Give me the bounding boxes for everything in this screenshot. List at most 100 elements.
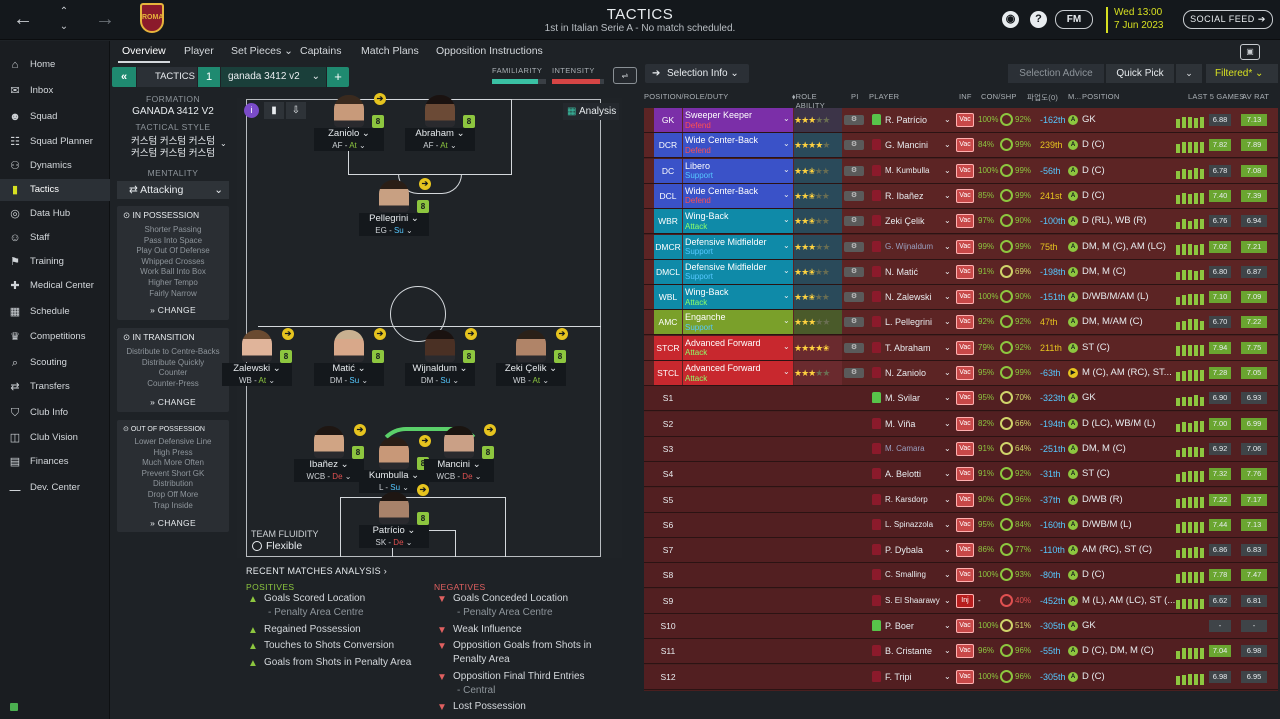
table-row[interactable]: S7 P. Dybala ⌄ Vac 86% 77% -110th A AM (RC), ST … [644, 538, 1278, 564]
player-role[interactable]: AF - At ⌄ [405, 140, 475, 151]
chevron-down-icon[interactable]: ⌄ [944, 519, 951, 529]
table-row[interactable]: S2 M. Viña ⌄ Vac 82% 66% -194th A D (LC), WB/M (… [644, 411, 1278, 437]
table-row[interactable]: STCR Advanced Forward Attack ⌄ ★★★★✬ ⚙ T. Abra… [644, 335, 1278, 361]
player-instructions-icon[interactable]: ⚙ [844, 368, 864, 378]
player-name[interactable]: C. Smalling [885, 570, 926, 580]
analysis-item[interactable]: Goals from Shots in Penalty Area [264, 656, 412, 668]
role-cell[interactable]: Defensive Midfielder Support ⌄ [683, 234, 793, 259]
collapse-panel-button[interactable]: « [112, 67, 136, 87]
selection-info-dropdown[interactable]: ➔ Selection Info ⌄ [645, 64, 749, 83]
table-row[interactable]: S5 R. Karsdorp ⌄ Vac 90% 96% -37th A D/WB (R) 7.2… [644, 487, 1278, 513]
table-row[interactable]: WBR Wing-Back Attack ⌄ ★★✬★★ ⚙ Zeki Çelik ⌄ Vac 9… [644, 209, 1278, 235]
player-instructions-icon[interactable]: ⚙ [844, 115, 864, 125]
tactics-label[interactable]: TACTICS [137, 67, 197, 87]
player-name[interactable]: L. Pellegrini [885, 317, 933, 328]
player-name[interactable]: S. El Shaarawy [885, 595, 940, 605]
sidebar-item-finances[interactable]: ▤ Finances [0, 451, 110, 473]
sidebar-item-transfers[interactable]: ⇄ Transfers [0, 376, 110, 398]
chevron-down-icon[interactable]: ⌄ [944, 621, 951, 630]
col-rank[interactable]: 파업도(0) [1027, 93, 1059, 102]
chevron-down-icon[interactable]: ⌄ [783, 291, 790, 301]
chevron-down-icon[interactable]: ⌄ [944, 570, 951, 580]
in-possession-change-button[interactable]: » CHANGE [150, 305, 196, 315]
player-name[interactable]: Zeki Çelik [885, 216, 925, 227]
position-code[interactable]: WBR [654, 209, 682, 234]
player-name[interactable]: T. Abraham [885, 342, 931, 353]
role-cell[interactable]: Sweeper Keeper Defend ⌄ [683, 108, 793, 132]
sidebar-item-schedule[interactable]: ▦ Schedule [0, 301, 110, 323]
social-feed-button[interactable]: SOCIAL FEED ➔ [1183, 10, 1273, 29]
player-role[interactable]: SK - De ⌄ [359, 537, 429, 548]
chevron-down-icon[interactable]: ⌄ [944, 342, 951, 352]
chevron-down-icon[interactable]: ⌄ [944, 545, 951, 555]
chevron-down-icon[interactable]: ⌄ [944, 393, 951, 403]
table-row[interactable]: DC Libero Support ⌄ ★★✬★★ ⚙ M. Kumbulla ⌄ Vac 100… [644, 158, 1278, 184]
player-role[interactable]: AF - At ⌄ [314, 140, 384, 151]
game-date[interactable]: 7 Jun 2023 [1114, 20, 1164, 31]
chevron-down-icon[interactable]: ⌄ [355, 363, 366, 374]
analysis-item[interactable]: Opposition Goals from Shots in [453, 640, 592, 651]
role-cell[interactable]: Advanced Forward Attack ⌄ [683, 335, 793, 360]
player-instructions-icon[interactable]: ⚙ [844, 292, 864, 303]
tactical-style-line2[interactable]: 커스텀 커스텀 커스텀 [131, 148, 215, 159]
chevron-down-icon[interactable]: ⌄ [408, 470, 420, 481]
player-name[interactable]: Abraham ⌄ [405, 128, 475, 140]
chevron-down-icon[interactable]: ⌄ [404, 525, 416, 536]
chevron-down-icon[interactable]: ⌄ [783, 265, 790, 275]
chevron-down-icon[interactable]: ⌄ [944, 241, 951, 251]
mentality-dropdown[interactable]: ⇄ Attacking ⌄ [117, 181, 229, 199]
chevron-down-icon[interactable]: ⌄ [944, 443, 951, 453]
analysis-item[interactable]: Goals Scored Location [264, 593, 366, 604]
chevron-down-icon[interactable]: ⌄ [944, 368, 951, 377]
col-pi[interactable]: PI [851, 92, 859, 101]
tactic-slot-number[interactable]: 1 [198, 67, 220, 87]
chevron-down-icon[interactable]: ⌄ [944, 494, 951, 504]
chevron-down-icon[interactable]: ⌄ [783, 114, 790, 123]
player-instructions-icon[interactable]: ⚙ [844, 342, 864, 353]
sidebar-item-staff[interactable]: ☺ Staff [0, 227, 110, 249]
col-m[interactable]: M... [1068, 92, 1082, 101]
position-code[interactable]: AMC [654, 310, 682, 335]
back-arrow-icon[interactable]: ← [13, 8, 33, 30]
chevron-down-icon[interactable]: ⌄ [403, 538, 413, 547]
toggle-view-button[interactable]: ⇌ [613, 67, 637, 84]
analysis-item[interactable]: Goals Conceded Location [453, 593, 569, 604]
player-role[interactable]: WB - At ⌄ [222, 375, 292, 386]
chevron-down-icon[interactable]: ⌄ [944, 418, 951, 428]
player-name[interactable]: N. Zaniolo [885, 368, 927, 378]
player-name[interactable]: Zeki Çelik ⌄ [496, 363, 566, 375]
quick-pick-button[interactable]: Quick Pick [1106, 64, 1174, 83]
col-con-shp[interactable]: CON/SHP [981, 92, 1017, 101]
sidebar-item-training[interactable]: ⚑ Training [0, 251, 110, 273]
player-name[interactable]: R. Ibañez [885, 190, 924, 201]
analysis-item[interactable]: Lost Possession [453, 701, 526, 712]
tab-set-pieces[interactable]: Set Pieces ⌄ [231, 45, 293, 57]
player-role[interactable]: WCB - De ⌄ [294, 471, 364, 482]
chevron-down-icon[interactable]: ⌄ [447, 141, 457, 150]
table-row[interactable]: GK Sweeper Keeper Defend ⌄ ★★★★★ ⚙ R. Patrício… [644, 108, 1278, 133]
quick-pick-chevron-icon[interactable]: ⌄ [1176, 64, 1202, 83]
table-row[interactable]: S1 M. Svilar ⌄ Vac 95% 70% -323th A GK 6.90 6.93 [644, 386, 1278, 412]
player-name[interactable]: P. Dybala [885, 545, 923, 556]
tab-player[interactable]: Player [184, 45, 214, 57]
chevron-down-icon[interactable]: ⌄ [944, 216, 951, 226]
up-down-chevron-icon[interactable]: ⌃ ⌄ [59, 6, 69, 32]
role-cell[interactable]: Libero Support ⌄ [683, 158, 793, 183]
chevron-down-icon[interactable]: ⌄ [783, 164, 790, 174]
player-instructions-icon[interactable]: ⚙ [844, 241, 864, 252]
player-name[interactable]: Zaniolo ⌄ [314, 128, 384, 140]
player-instruction-arrow-icon[interactable]: ➔ [556, 328, 568, 340]
player-role[interactable]: EG - Su ⌄ [359, 225, 429, 236]
table-row[interactable]: AMC Enganche Support ⌄ ★★★★★ ⚙ L. Pellegrini ⌄ V… [644, 310, 1278, 336]
table-row[interactable]: S10 P. Boer ⌄ Vac 100% 51% -305th A GK - - [644, 614, 1278, 639]
player-instruction-arrow-icon[interactable]: ➔ [354, 424, 366, 436]
analysis-item[interactable]: Opposition Final Third Entries [453, 670, 585, 682]
position-code[interactable]: STCR [654, 335, 682, 360]
position-code[interactable]: DCL [654, 183, 682, 208]
player-name[interactable]: Matić ⌄ [314, 363, 384, 375]
table-row[interactable]: S8 C. Smalling ⌄ Vac 100% 93% -80th A D (C) 7.78 7… [644, 563, 1278, 589]
chevron-down-icon[interactable]: ⌄ [472, 472, 482, 481]
download-icon[interactable]: ⇩ [286, 102, 306, 119]
chevron-down-icon[interactable]: ⌄ [403, 226, 413, 235]
player-instruction-arrow-icon[interactable]: ➔ [419, 435, 431, 447]
